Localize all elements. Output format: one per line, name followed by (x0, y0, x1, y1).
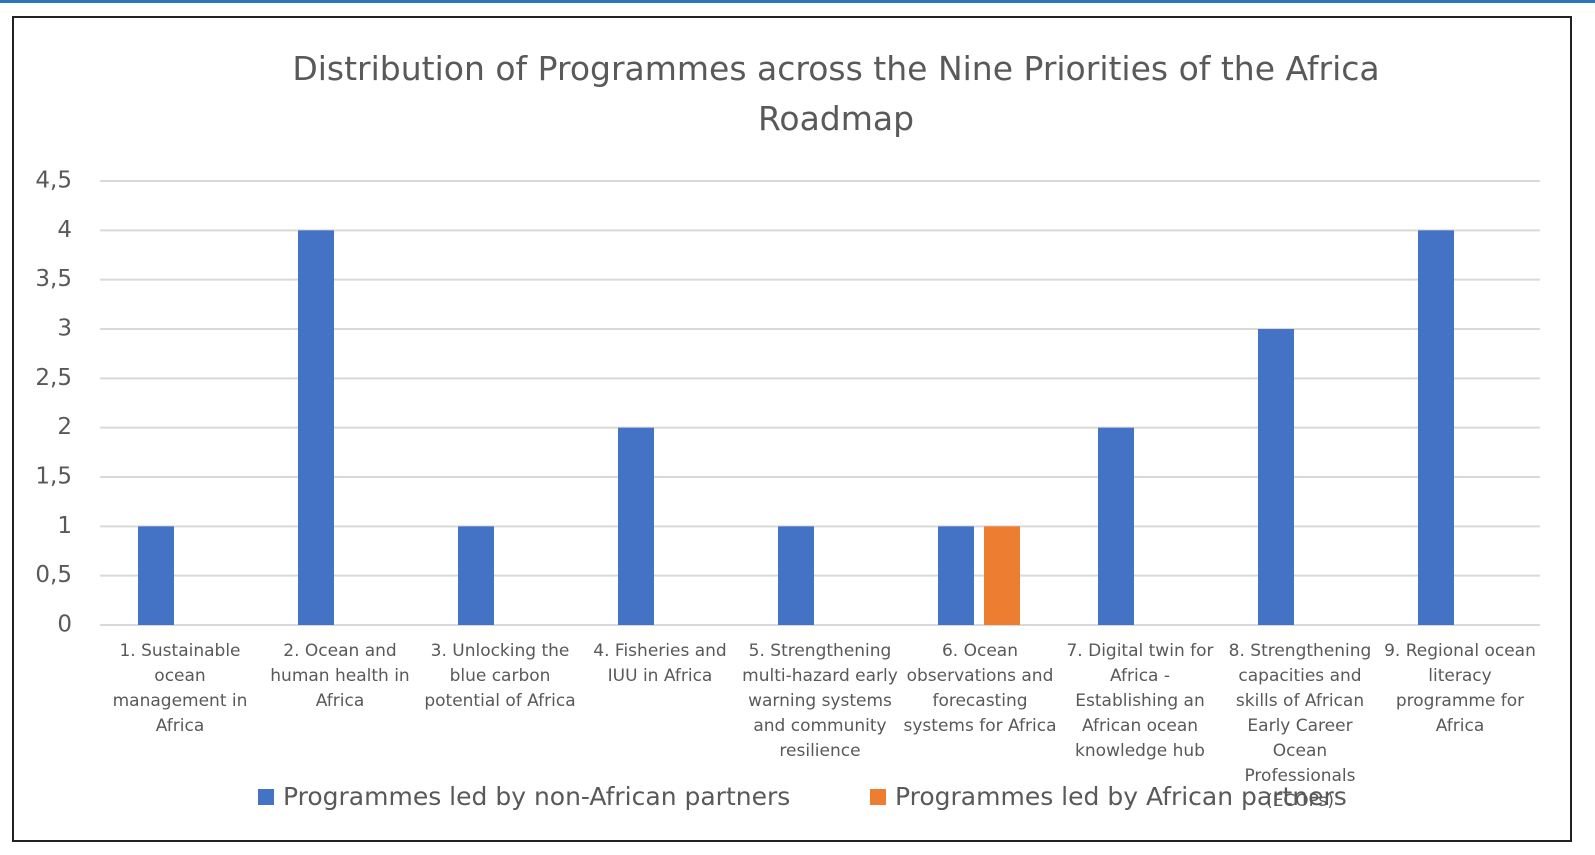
bar (1418, 230, 1454, 626)
y-tick-label: 1 (57, 513, 72, 539)
y-tick-label: 0 (57, 612, 72, 638)
chart-frame (12, 16, 1572, 842)
legend-label: Programmes led by non-African partners (283, 782, 791, 811)
x-tick-label: 7. Digital twin for Africa - Establishin… (1066, 641, 1214, 761)
bar (984, 526, 1020, 625)
chart-title: Distribution of Programmes across the Ni… (292, 49, 1380, 138)
bar (618, 427, 654, 625)
y-tick-label: 4 (57, 217, 72, 243)
y-tick-label: 3 (57, 316, 72, 342)
y-tick-label: 1,5 (35, 464, 72, 490)
legend-swatch (870, 788, 886, 805)
x-tick-label: 8. Strengthening capacities and skills o… (1228, 641, 1372, 811)
y-tick-label: 0,5 (35, 562, 72, 588)
legend-swatch (258, 788, 274, 805)
legend-item: Programmes led by non-African partners (258, 782, 790, 811)
y-tick-label: 2 (57, 414, 72, 440)
y-tick-label: 4,5 (35, 168, 72, 194)
legend-label: Programmes led by African partners (895, 782, 1347, 811)
bar (138, 526, 174, 625)
x-tick-label: 4. Fisheries and IUU in Africa (593, 641, 727, 686)
bar (298, 230, 334, 626)
x-tick-label: 6. Ocean observations and forecasting sy… (903, 641, 1057, 736)
x-tick-label: 5. Strengthening multi-hazard early warn… (742, 641, 898, 761)
y-tick-label: 2,5 (35, 365, 72, 391)
x-tick-label: 3. Unlocking the blue carbon potential o… (424, 641, 576, 711)
bar (1098, 427, 1134, 625)
bar (458, 526, 494, 625)
bar (778, 526, 814, 625)
x-tick-label: 1. Sustainable ocean management in Afric… (112, 641, 248, 736)
bar (1258, 329, 1294, 625)
x-tick-label: 2. Ocean and human health in Africa (270, 641, 410, 711)
legend-item: Programmes led by African partners (870, 782, 1347, 811)
bar (938, 526, 974, 625)
x-tick-label: 9. Regional ocean literacy programme for… (1384, 641, 1536, 736)
top-rule (0, 0, 1595, 3)
y-tick-label: 3,5 (35, 266, 72, 292)
